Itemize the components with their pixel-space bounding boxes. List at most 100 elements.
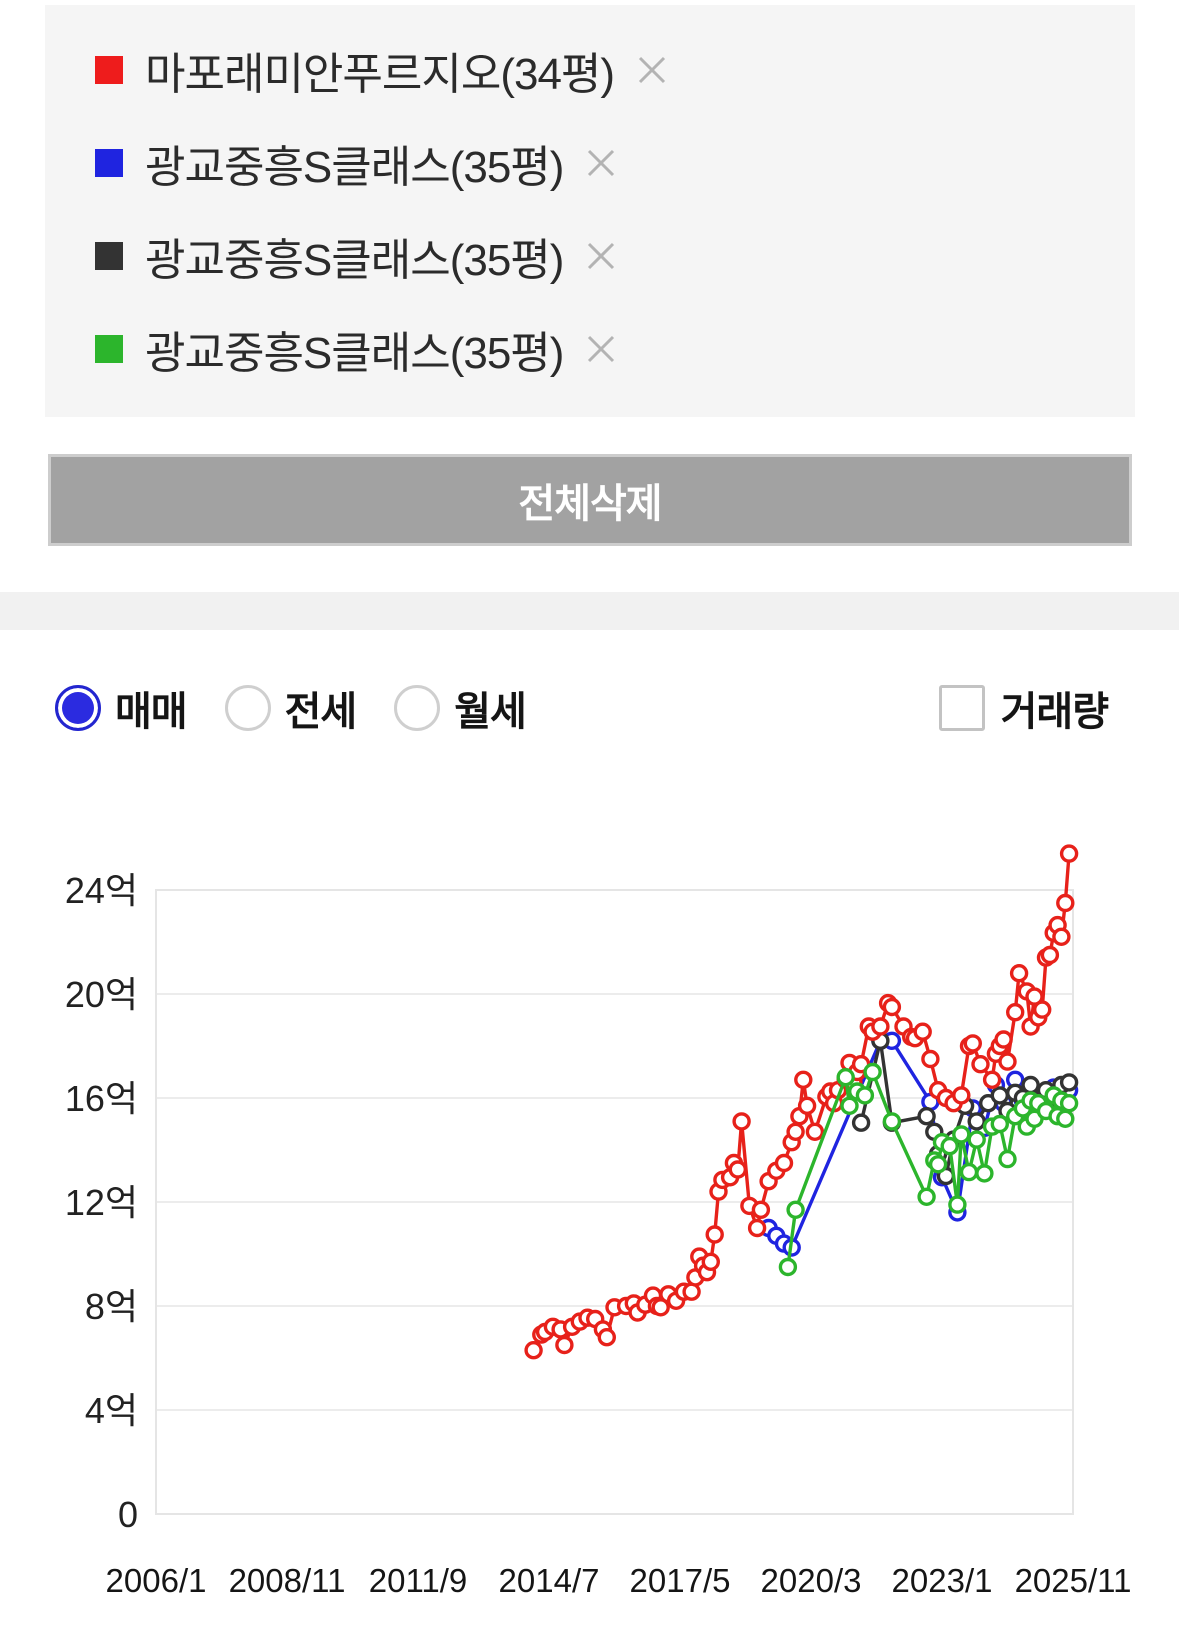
- y-axis-tick: 4억: [85, 1390, 138, 1431]
- data-point: [855, 1086, 875, 1105]
- trade-type-option-2[interactable]: 월세: [394, 679, 527, 737]
- data-point: [952, 1125, 971, 1144]
- data-point: [990, 1114, 1009, 1134]
- data-point: [728, 1160, 747, 1179]
- legend-item: 광교중흥S클래스(35평): [95, 209, 1135, 302]
- series-label: 광교중흥S클래스(35평): [145, 235, 564, 285]
- series-line-0: [767, 1039, 1071, 1250]
- volume-checkbox-label: 거래량: [1000, 690, 1109, 734]
- data-point: [747, 1218, 767, 1238]
- y-axis-tick: 8억: [85, 1286, 138, 1327]
- series-color-swatch: [95, 148, 123, 177]
- data-point: [963, 1034, 982, 1053]
- x-axis-tick: 2020/3: [761, 1562, 862, 1599]
- legend-item-list: 마포래미안푸르지오(34평) 광교중흥S클래스(35평) 광교중흥S클래스(35평)…: [95, 23, 1135, 395]
- data-point: [921, 1049, 940, 1069]
- data-point: [751, 1200, 771, 1220]
- remove-series-icon[interactable]: [634, 52, 670, 88]
- data-point: [871, 1017, 890, 1036]
- y-axis-tick: 0: [118, 1494, 138, 1535]
- delete-all-button[interactable]: 전체삭제: [48, 454, 1132, 546]
- legend-item: 광교중흥S클래스(35평): [95, 302, 1135, 395]
- data-point: [805, 1122, 825, 1142]
- data-point: [913, 1022, 932, 1041]
- data-point: [1006, 1003, 1025, 1022]
- data-point: [840, 1096, 859, 1116]
- data-point: [836, 1067, 855, 1087]
- trade-type-option-1[interactable]: 전세: [224, 679, 358, 737]
- data-point: [917, 1187, 936, 1207]
- section-divider: [0, 592, 1179, 630]
- radio-selected-icon[interactable]: [55, 685, 101, 731]
- data-point: [1056, 893, 1075, 913]
- y-axis-tick: 20억: [65, 974, 138, 1015]
- data-point: [1059, 1093, 1079, 1113]
- data-point: [1059, 1073, 1079, 1092]
- trade-type-option-0[interactable]: 매매: [55, 679, 188, 737]
- data-point: [1009, 964, 1029, 983]
- radio-label: 월세: [454, 690, 527, 734]
- series-label: 광교중흥S클래스(35평): [145, 142, 564, 192]
- volume-checkbox-group[interactable]: 거래량: [938, 682, 1109, 734]
- trade-type-radio-group: 매매 전세 월세: [55, 679, 564, 737]
- price-chart: 0 4억 8억 12억 16억 20억 24억 2006/1 2008/11 2011/9 2014…: [65, 844, 1132, 1599]
- data-point: [975, 1164, 994, 1183]
- series-color-swatch: [95, 334, 123, 363]
- data-point: [994, 1030, 1013, 1049]
- data-point: [952, 1086, 971, 1105]
- data-point: [555, 1335, 574, 1355]
- data-point: [1040, 945, 1060, 965]
- radio-label: 전세: [284, 690, 358, 734]
- data-point: [982, 1070, 1002, 1090]
- y-axis-tick: 24억: [65, 870, 138, 911]
- series-label: 마포래미안푸르지오(34평): [145, 49, 615, 99]
- y-axis-tick: 16억: [65, 1078, 138, 1119]
- data-point: [786, 1200, 805, 1220]
- x-axis-tick: 2006/1: [106, 1562, 207, 1599]
- data-point: [928, 1155, 948, 1174]
- series-color-swatch: [95, 241, 123, 270]
- data-point: [917, 1106, 936, 1126]
- remove-series-icon[interactable]: [583, 145, 619, 181]
- data-point: [797, 1096, 817, 1116]
- x-axis-tick: 2011/9: [369, 1562, 467, 1599]
- data-point: [998, 1149, 1017, 1169]
- data-point: [1052, 927, 1071, 946]
- data-point: [998, 1052, 1017, 1071]
- radio-unselected-icon[interactable]: [394, 685, 441, 731]
- data-point: [948, 1195, 967, 1214]
- data-point: [705, 1225, 724, 1244]
- data-point: [524, 1340, 543, 1360]
- data-point: [1021, 1075, 1040, 1095]
- series-legend-panel: 마포래미안푸르지오(34평) 광교중흥S클래스(35평) 광교중흥S클래스(35평)…: [45, 5, 1135, 417]
- data-point: [1025, 987, 1044, 1006]
- data-point: [882, 1112, 902, 1131]
- chart-controls-row: 매매 전세 월세 거래량: [0, 682, 1179, 734]
- data-point: [967, 1112, 986, 1131]
- remove-series-icon[interactable]: [583, 238, 619, 274]
- data-point: [882, 997, 902, 1017]
- data-point: [778, 1257, 798, 1277]
- remove-series-icon[interactable]: [583, 331, 619, 367]
- data-point: [774, 1153, 794, 1173]
- data-point: [863, 1062, 882, 1082]
- x-axis-tick: 2017/5: [630, 1562, 731, 1599]
- x-axis-tick: 2023/1: [892, 1562, 993, 1599]
- radio-unselected-icon[interactable]: [224, 685, 271, 731]
- data-point: [651, 1298, 670, 1317]
- series-color-swatch: [95, 55, 123, 84]
- plot-border: [155, 889, 1074, 1515]
- volume-checkbox[interactable]: [938, 685, 985, 731]
- data-point: [786, 1122, 805, 1142]
- x-axis-tick: 2008/11: [229, 1562, 346, 1599]
- legend-item: 마포래미안푸르지오(34평): [95, 23, 1135, 116]
- data-point: [597, 1327, 616, 1347]
- y-axis-tick: 12억: [65, 1182, 138, 1223]
- data-point: [959, 1162, 979, 1182]
- data-point: [794, 1070, 813, 1090]
- x-axis-tick: 2025/11: [1015, 1562, 1132, 1599]
- data-point: [967, 1130, 986, 1149]
- data-point: [1059, 844, 1079, 863]
- data-point: [851, 1113, 871, 1132]
- data-point: [1056, 1109, 1075, 1129]
